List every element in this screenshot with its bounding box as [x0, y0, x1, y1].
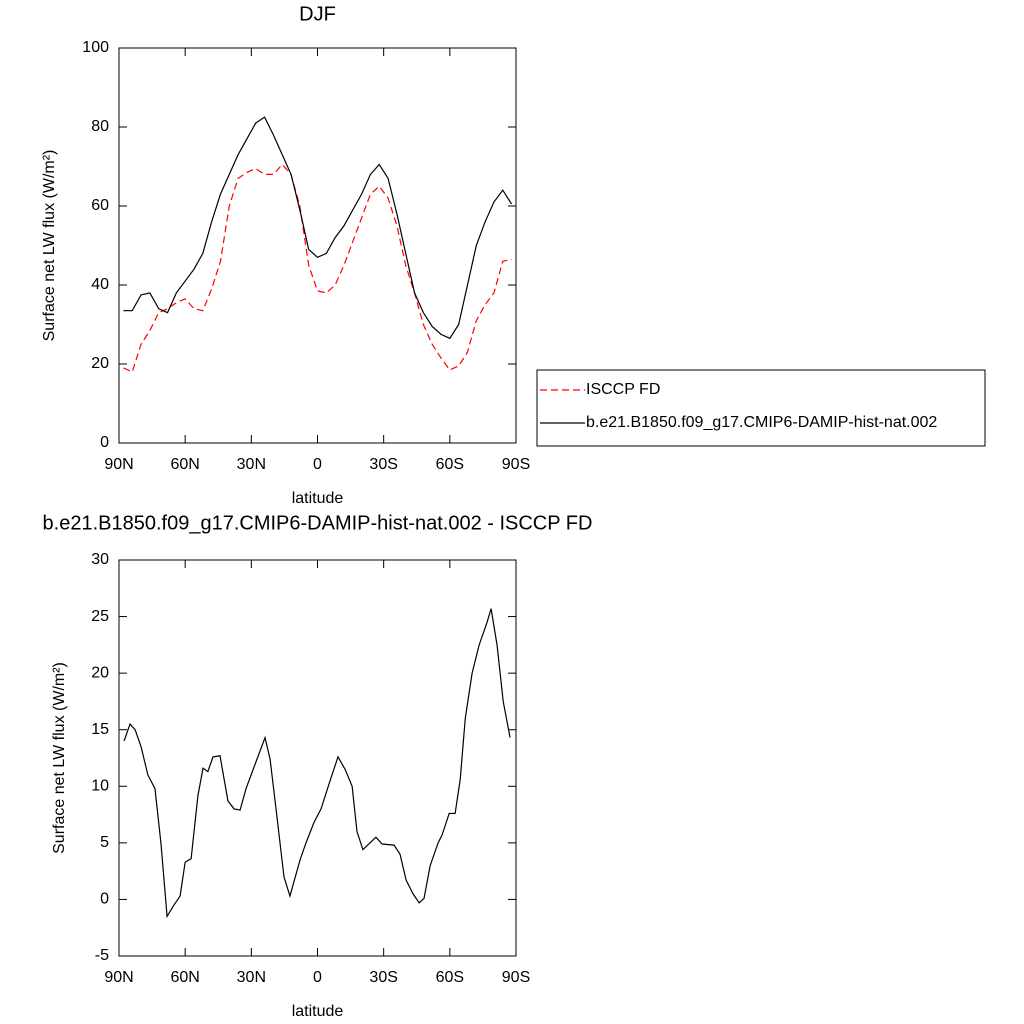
series-line	[123, 116, 513, 340]
series-line	[123, 608, 511, 919]
x-tick-label: 90N	[104, 456, 133, 473]
legend-label: ISCCP FD	[586, 381, 660, 398]
legend-label: b.e21.B1850.f09_g17.CMIP6-DAMIP-hist-nat…	[586, 414, 937, 431]
x-tick-label: 60N	[170, 969, 199, 986]
y-tick-label: 25	[91, 608, 109, 625]
y-axis-label: Surface net LW flux (W/m²)	[41, 150, 58, 342]
x-axis-label: latitude	[292, 1003, 344, 1020]
x-tick-label: 90S	[502, 456, 530, 473]
y-tick-label: 100	[82, 39, 109, 56]
y-tick-label: 40	[91, 276, 109, 293]
y-tick-label: 0	[100, 891, 109, 908]
y-axis-label: Surface net LW flux (W/m²)	[51, 662, 68, 854]
x-tick-label: 60S	[436, 456, 464, 473]
x-tick-label: 60S	[436, 969, 464, 986]
y-tick-label: 0	[100, 434, 109, 451]
x-tick-label: 30S	[369, 969, 397, 986]
y-tick-label: 15	[91, 721, 109, 738]
y-tick-label: 10	[91, 778, 109, 795]
x-axis-label: latitude	[292, 490, 344, 507]
series-line	[123, 163, 512, 373]
x-tick-label: 0	[313, 456, 322, 473]
plot-frame	[118, 559, 517, 957]
x-tick-label: 0	[313, 969, 322, 986]
y-tick-label: 30	[91, 551, 109, 568]
x-tick-label: 30N	[237, 969, 266, 986]
y-tick-label: 80	[91, 118, 109, 135]
x-tick-label: 90S	[502, 969, 530, 986]
x-tick-label: 30S	[369, 456, 397, 473]
plot-frame	[118, 47, 517, 444]
legend-box	[536, 369, 986, 447]
y-tick-label: 20	[91, 664, 109, 681]
y-tick-label: -5	[95, 947, 109, 964]
y-tick-label: 60	[91, 197, 109, 214]
x-tick-label: 90N	[104, 969, 133, 986]
x-tick-label: 30N	[237, 456, 266, 473]
y-tick-label: 5	[100, 834, 109, 851]
chart-title: DJF	[299, 3, 336, 25]
x-tick-label: 60N	[170, 456, 199, 473]
y-tick-label: 20	[91, 355, 109, 372]
chart-title: b.e21.B1850.f09_g17.CMIP6-DAMIP-hist-nat…	[43, 512, 593, 534]
